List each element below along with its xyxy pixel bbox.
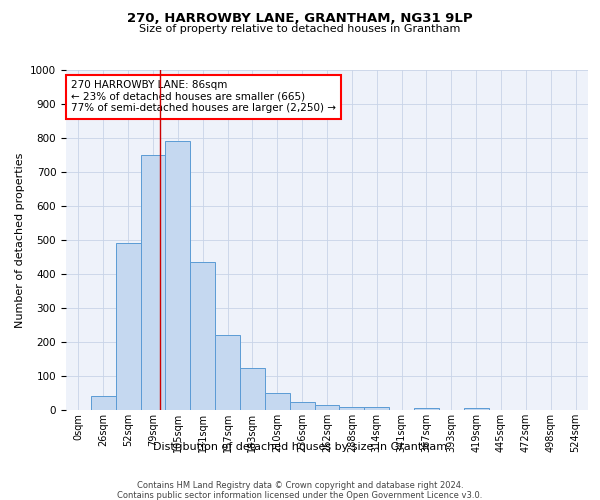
- Bar: [340, 406, 364, 410]
- Bar: [364, 406, 389, 410]
- Bar: [290, 402, 314, 410]
- Text: 270 HARROWBY LANE: 86sqm
← 23% of detached houses are smaller (665)
77% of semi-: 270 HARROWBY LANE: 86sqm ← 23% of detach…: [71, 80, 336, 114]
- Bar: [240, 368, 265, 410]
- Text: 270, HARROWBY LANE, GRANTHAM, NG31 9LP: 270, HARROWBY LANE, GRANTHAM, NG31 9LP: [127, 12, 473, 26]
- Bar: [215, 335, 240, 410]
- Bar: [190, 262, 215, 410]
- Text: Size of property relative to detached houses in Grantham: Size of property relative to detached ho…: [139, 24, 461, 34]
- Text: Distribution of detached houses by size in Grantham: Distribution of detached houses by size …: [153, 442, 447, 452]
- Bar: [414, 408, 439, 410]
- Bar: [265, 393, 290, 410]
- Bar: [116, 244, 140, 410]
- Bar: [140, 155, 166, 410]
- Y-axis label: Number of detached properties: Number of detached properties: [14, 152, 25, 328]
- Bar: [166, 142, 190, 410]
- Text: Contains public sector information licensed under the Open Government Licence v3: Contains public sector information licen…: [118, 491, 482, 500]
- Bar: [314, 405, 340, 410]
- Bar: [464, 408, 488, 410]
- Text: Contains HM Land Registry data © Crown copyright and database right 2024.: Contains HM Land Registry data © Crown c…: [137, 481, 463, 490]
- Bar: [91, 396, 116, 410]
